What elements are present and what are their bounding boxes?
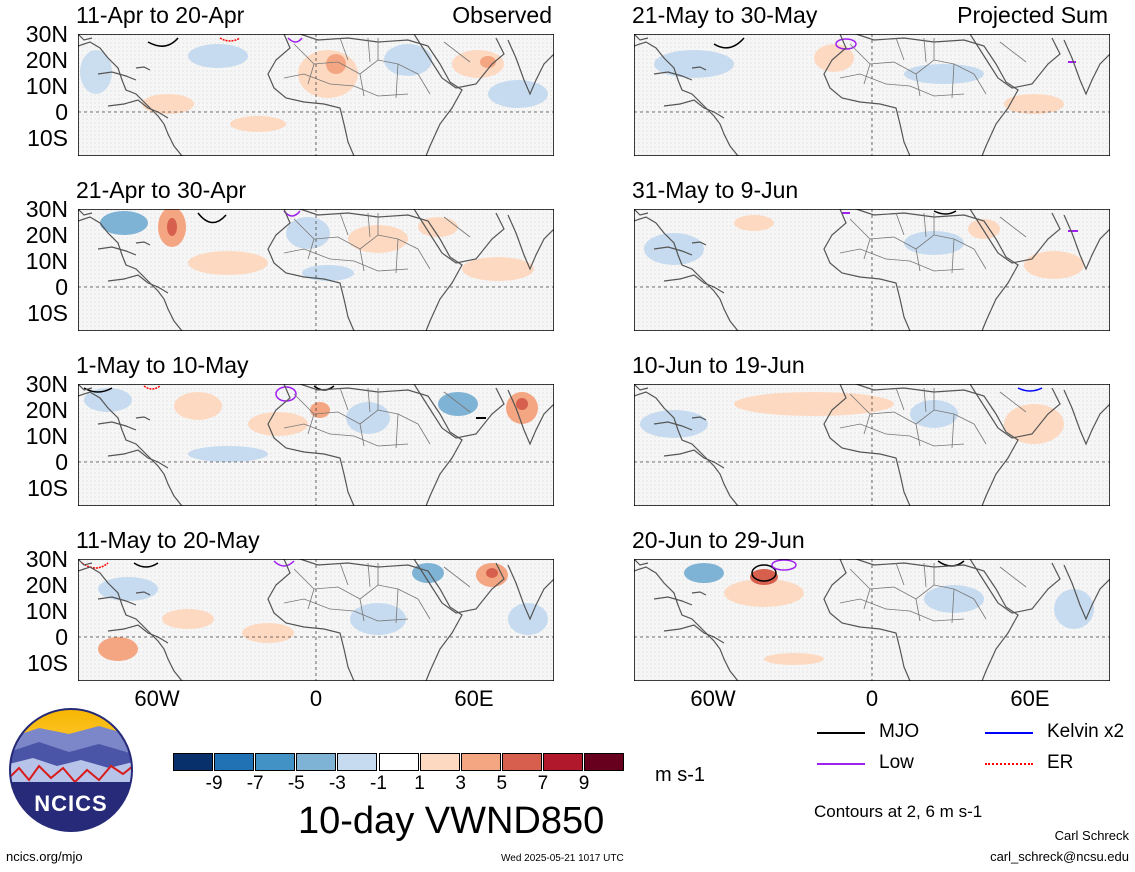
panel-1: 11-Apr to 20-Apr Observed xyxy=(76,2,554,156)
colorbar-swatch xyxy=(584,753,624,771)
legend-label: Kelvin x2 xyxy=(1047,721,1125,742)
legend-line-mjo xyxy=(817,732,865,734)
lat-label: 30N xyxy=(25,371,68,397)
map-plot xyxy=(634,559,1110,681)
lat-label: 30N xyxy=(25,546,68,572)
lat-label: 0 xyxy=(55,624,68,650)
lat-label: 0 xyxy=(55,274,68,300)
map-plot xyxy=(78,34,554,156)
lat-label: 30N xyxy=(25,196,68,222)
map-plot xyxy=(78,384,554,506)
lat-label: 10N xyxy=(25,73,68,99)
logo-text: NCICS xyxy=(34,791,107,816)
lon-label-60w-right: 60W xyxy=(690,686,736,711)
lat-label: 20N xyxy=(25,572,68,598)
lat-label: 10N xyxy=(25,598,68,624)
lat-label: 10S xyxy=(27,650,68,676)
legend-label: ER xyxy=(1047,752,1074,773)
panel-title: 10-Jun to 19-Jun xyxy=(632,352,805,378)
legend-label: MJO xyxy=(879,721,920,742)
map-plot xyxy=(78,209,554,331)
lon-label-60w-left: 60W xyxy=(134,686,180,711)
panel-title: 21-Apr to 30-Apr xyxy=(76,177,247,203)
colorbar-tick: -5 xyxy=(287,773,305,794)
lat-label: 10N xyxy=(25,248,68,274)
colorbar-tick: -3 xyxy=(328,773,346,794)
lat-label: 0 xyxy=(55,99,68,125)
panel-8: 20-Jun to 29-Jun xyxy=(632,527,1110,681)
lat-label: 10S xyxy=(27,125,68,151)
lat-label: 30N xyxy=(25,21,68,47)
panel-title: 11-May to 20-May xyxy=(76,527,260,553)
lon-label-60e-right: 60E xyxy=(1010,686,1050,711)
colorbar-swatch xyxy=(255,753,296,771)
panel-5: 21-May to 30-May Projected Sum xyxy=(632,2,1110,156)
legend-er: ER xyxy=(985,752,1135,776)
colorbar-units: m s-1 xyxy=(655,764,705,786)
contour-note: Contours at 2, 6 m s-1 xyxy=(814,802,983,821)
map-plot xyxy=(634,209,1110,331)
colorbar-tick: 1 xyxy=(414,773,425,794)
legend-mjo: MJO xyxy=(817,721,977,745)
lat-label: 20N xyxy=(25,222,68,248)
panel-2: 21-Apr to 30-Apr xyxy=(76,177,554,331)
lat-label: 10N xyxy=(25,423,68,449)
map-plot xyxy=(634,384,1110,506)
colorbar-swatch xyxy=(173,753,213,771)
lat-label: 0 xyxy=(55,449,68,475)
legend-line-kelvin xyxy=(985,732,1033,734)
email: carl_schreck@ncsu.edu xyxy=(990,849,1129,864)
panel-tag: Projected Sum xyxy=(957,2,1108,28)
lon-label-0-right: 0 xyxy=(865,686,879,711)
panel-title: 1-May to 10-May xyxy=(76,352,249,378)
colorbar-swatch xyxy=(460,753,501,771)
colorbar-tick: -9 xyxy=(205,773,223,794)
panel-3: 1-May to 10-May xyxy=(76,352,554,506)
colorbar-swatch xyxy=(378,753,419,771)
lat-label: 20N xyxy=(25,47,68,73)
colorbar-tick: 3 xyxy=(455,773,466,794)
lat-label: 10S xyxy=(27,475,68,501)
colorbar-swatch xyxy=(337,753,378,771)
legend-label: Low xyxy=(879,752,914,773)
panel-6: 31-May to 9-Jun xyxy=(632,177,1110,331)
legend-line-low xyxy=(817,763,865,765)
map-plot xyxy=(78,559,554,681)
lat-label: 20N xyxy=(25,397,68,423)
panel-tag: Observed xyxy=(452,2,552,28)
colorbar-swatch xyxy=(501,753,542,771)
map-plot xyxy=(634,34,1110,156)
lon-label-60e-left: 60E xyxy=(454,686,494,711)
main-title: 10-day VWND850 xyxy=(298,800,605,842)
colorbar-swatch xyxy=(214,753,255,771)
colorbar-swatch xyxy=(296,753,337,771)
colorbar-tick: 5 xyxy=(496,773,508,794)
site-link[interactable]: ncics.org/mjo xyxy=(6,849,83,864)
colorbar-swatch xyxy=(542,753,583,771)
colorbar-tick: -7 xyxy=(246,773,264,794)
panel-title: 21-May to 30-May xyxy=(632,2,818,28)
timestamp: Wed 2025-05-21 1017 UTC xyxy=(501,853,624,864)
ncics-logo: NCICS xyxy=(9,708,133,832)
colorbar-tick: -1 xyxy=(370,773,387,794)
author: Carl Schreck xyxy=(1054,828,1129,843)
colorbar-tick: 9 xyxy=(578,773,590,794)
legend-low: Low xyxy=(817,752,977,776)
legend-kelvin: Kelvin x2 xyxy=(985,721,1135,745)
legend-line-er xyxy=(985,763,1033,765)
lon-label-0-left: 0 xyxy=(309,686,323,711)
lat-label: 10S xyxy=(27,300,68,326)
panel-title: 20-Jun to 29-Jun xyxy=(632,527,805,553)
panel-4: 11-May to 20-May xyxy=(76,527,554,681)
panel-title: 11-Apr to 20-Apr xyxy=(76,2,245,28)
colorbar-swatch xyxy=(419,753,460,771)
panel-title: 31-May to 9-Jun xyxy=(632,177,799,203)
panel-7: 10-Jun to 19-Jun xyxy=(632,352,1110,506)
colorbar-tick: 7 xyxy=(537,773,549,794)
